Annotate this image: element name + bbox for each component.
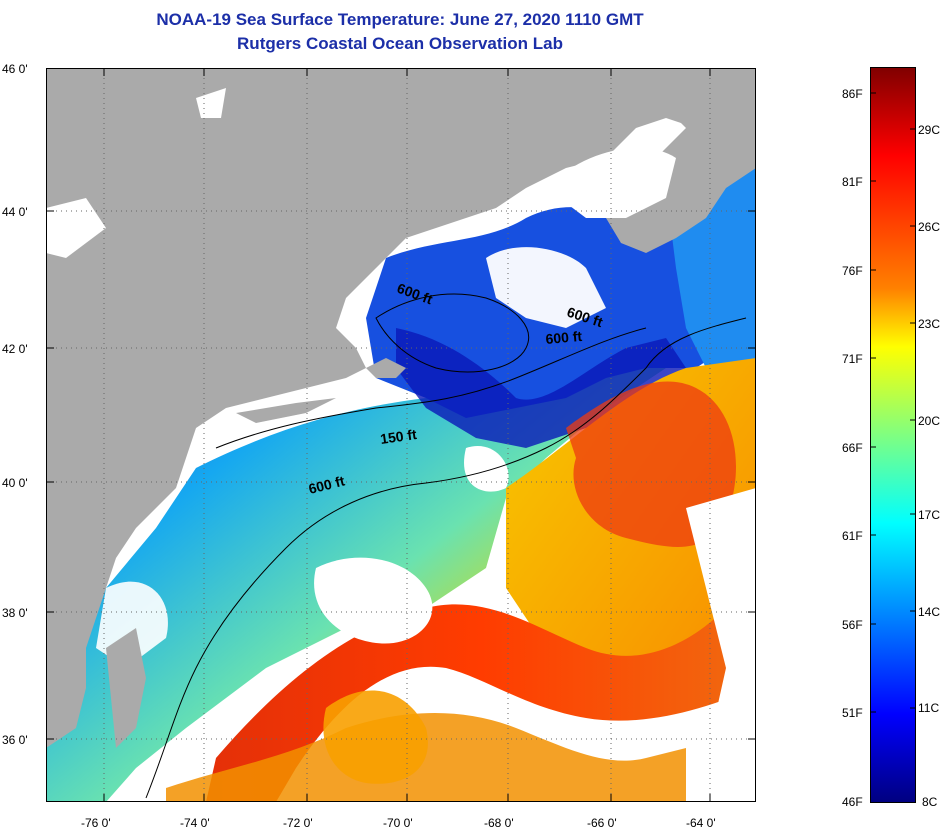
cb-f-46: 46F [842, 795, 863, 809]
cb-c-23: 23C [918, 317, 941, 331]
sst-map: 600 ft 600 ft 600 ft 150 ft 600 ft [46, 68, 756, 802]
cb-c-29: 29C [918, 123, 941, 137]
lon-label-74: -74 0' [180, 816, 210, 830]
lon-label-68: -68 0' [484, 816, 514, 830]
land-cape-cod [366, 358, 406, 378]
cloud-center [314, 557, 433, 644]
lat-label-40: 40 0' [2, 476, 28, 490]
cloud-shelf [464, 446, 509, 492]
land-mainland [46, 68, 756, 748]
land-delmarva [106, 628, 146, 748]
contour-150ft [215, 327, 647, 449]
contour-gulf-maine [375, 293, 530, 373]
lake-2 [46, 198, 106, 258]
cold-band [396, 328, 686, 448]
contour-label-4: 150 ft [379, 426, 418, 447]
gulf-stream-loop [566, 381, 736, 547]
southern-warm-water [166, 713, 686, 802]
lon-label-64: -64 0' [686, 816, 716, 830]
lon-label-66: -66 0' [587, 816, 617, 830]
cb-c-8: 8C [922, 795, 938, 809]
contour-label-3: 600 ft [545, 328, 583, 347]
map-subtitle: Rutgers Coastal Ocean Observation Lab [237, 34, 563, 53]
lat-label-44: 44 0' [2, 205, 28, 219]
lon-label-70: -70 0' [383, 816, 413, 830]
cb-c-11: 11C [918, 701, 940, 715]
lon-label-76: -76 0' [81, 816, 111, 830]
cb-f-76: 76F [842, 264, 863, 278]
cb-c-14: 14C [918, 605, 941, 619]
lon-label-72: -72 0' [283, 816, 313, 830]
cb-f-71: 71F [842, 352, 863, 366]
contour-600ft [145, 317, 747, 799]
lat-label-46: 46 0' [2, 62, 28, 76]
cloud-east [686, 488, 756, 802]
lat-label-36: 36 0' [2, 733, 28, 747]
cb-c-26: 26C [918, 220, 941, 234]
cb-f-61: 61F [842, 529, 863, 543]
cb-c-17: 17C [918, 508, 941, 522]
warm-eddy [323, 690, 428, 784]
cb-f-86: 86F [842, 87, 863, 101]
map-title: NOAA-19 Sea Surface Temperature: June 27… [156, 10, 644, 29]
cb-c-20: 20C [918, 414, 941, 428]
cloud-gulf-maine [486, 247, 606, 328]
land-long-island [236, 398, 336, 423]
lat-label-38: 38 0' [2, 606, 28, 620]
cb-f-51: 51F [842, 706, 863, 720]
cb-f-66: 66F [842, 441, 863, 455]
cb-f-56: 56F [842, 618, 863, 632]
lat-label-42: 42 0' [2, 342, 28, 356]
color-bar [870, 67, 916, 803]
cb-f-81: 81F [842, 175, 863, 189]
lake-1 [196, 88, 226, 118]
